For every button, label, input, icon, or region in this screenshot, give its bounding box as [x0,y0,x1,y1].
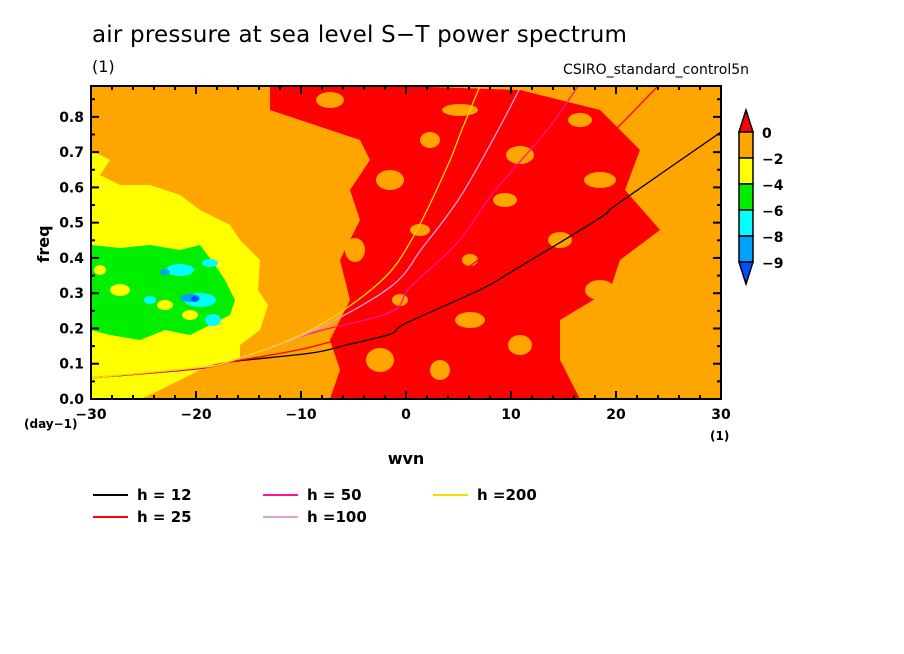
legend-label: h = 25 [137,508,192,526]
x-tick-label: 30 [711,407,731,423]
y-axis-label: freq [34,225,53,262]
y-tick-label: 0.7 [59,145,84,161]
field-green-region [91,245,235,340]
y-axis-units: (day−1) [24,417,78,431]
y-tick-label: 0.5 [59,216,84,232]
legend-label: h = 50 [307,486,362,504]
y-tick-label: 0.1 [59,357,84,373]
colorbar-bottom-arrow [737,261,755,287]
legend-label: h =100 [307,508,367,526]
colorbar-label: −6 [762,204,783,220]
colorbar-top-arrow [737,107,755,133]
legend-label: h = 12 [137,486,192,504]
x-axis-units: (1) [710,429,729,443]
x-tick-label: 0 [401,407,411,423]
y-tick-label: 0.6 [59,180,84,196]
colorbar-segment [738,131,754,159]
field-red-region [270,86,660,399]
legend: h = 12 h = 25 h = 50 h =100 h =200 [93,486,537,526]
colorbar-segment [738,235,754,263]
x-tick-label: 20 [606,407,626,423]
dispersion-curves [91,86,721,379]
y-tick-label: 0.0 [59,392,84,408]
y-tick-label: 0.2 [59,321,84,337]
colorbar-label: −2 [762,152,783,168]
chart-units-label: (1) [92,57,115,76]
x-tick-label: −20 [180,407,211,423]
x-tick-label: 10 [501,407,521,423]
field-dark-blue-patch [191,296,199,302]
colorbar-label: 0 [762,126,772,142]
field-orange-patches [316,92,616,380]
x-tick-label: −30 [75,407,106,423]
colorbar-segment [738,157,754,185]
chart-title: air pressure at sea level S−T power spec… [92,22,628,48]
colorbar-label: −4 [762,178,784,194]
legend-label: h =200 [477,486,537,504]
colorbar-segment [738,209,754,237]
contour-field [91,86,721,399]
curve-200 [91,86,481,379]
y-axis: 0.0 0.1 0.2 0.3 0.4 0.5 0.6 0.7 0.8 [59,98,721,408]
y-tick-label: 0.8 [59,110,84,126]
field-yellow-patches [94,265,198,320]
colorbar-label: −8 [762,230,783,246]
model-name-label: CSIRO_standard_control5n [563,62,749,78]
y-tick-label: 0.4 [59,251,84,267]
colorbar-label: −9 [762,256,783,272]
y-tick-label: 0.3 [59,286,84,302]
colorbar-segment [738,183,754,211]
x-axis-label: wvn [388,449,425,468]
colorbar: 0 −2 −4 −6 −8 −9 [737,107,784,287]
x-tick-label: −10 [285,407,316,423]
x-axis: −30 −20 −10 0 10 20 30 [75,86,731,423]
